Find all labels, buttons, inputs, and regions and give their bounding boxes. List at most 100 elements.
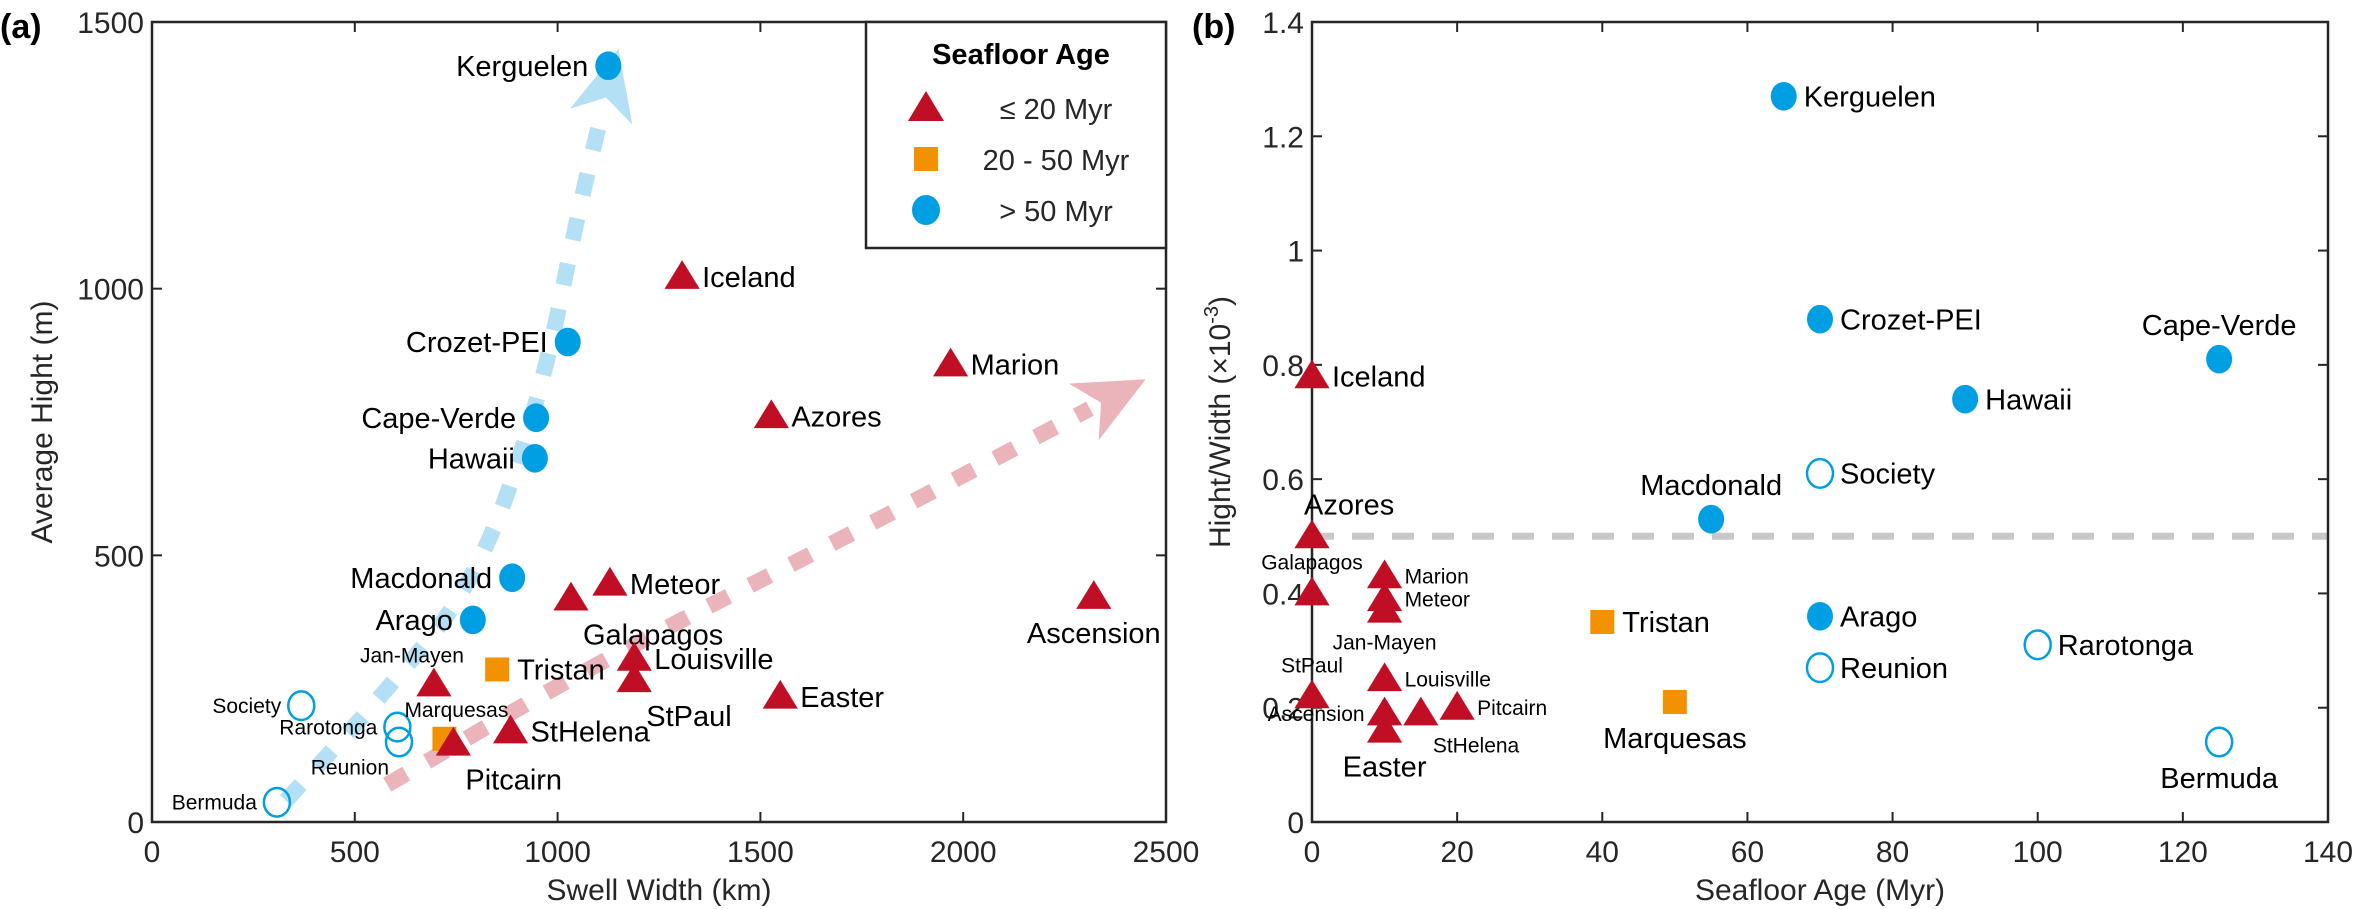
y-tick-label: 0.8 — [1262, 350, 1304, 383]
marker-marquesas — [1662, 690, 1687, 714]
y-axis-title: Hight/Width (×10-3) — [1201, 296, 1237, 548]
point-label-pitcairn: Pitcairn — [465, 765, 562, 797]
y-tick-label: 0.6 — [1262, 464, 1304, 497]
marker-kerguelen — [1770, 81, 1797, 111]
point-label-marion: Marion — [1405, 566, 1469, 589]
marker-hawaii — [521, 443, 548, 473]
marker-hawaii — [1952, 384, 1979, 414]
y-axis-title: Average Hight (m) — [26, 301, 59, 544]
point-label-arago: Arago — [1840, 601, 1917, 633]
marker-marion — [933, 347, 969, 377]
legend-label: 20 - 50 Myr — [983, 145, 1130, 177]
point-label-kerguelen: Kerguelen — [1804, 81, 1936, 113]
marker-iceland — [1294, 359, 1330, 389]
marker-galapagos — [1294, 576, 1330, 606]
point-label-crozet-pei: Crozet-PEI — [406, 327, 548, 359]
point-label-rarotonga: Rarotonga — [2058, 630, 2194, 662]
panel-b: 0 20 40 60 80 100 120 140 0 0.2 0.4 0.6 0.8 1 1.2 1.4 Se… — [1192, 7, 2353, 907]
point-label-galapagos: Galapagos — [1261, 551, 1363, 574]
marker-arago — [459, 605, 486, 635]
x-tick-label: 80 — [1876, 836, 1909, 869]
x-tick-label: 100 — [2013, 836, 2063, 869]
y-tick-label: 500 — [94, 540, 144, 573]
y-tick-label: 0.2 — [1262, 693, 1304, 726]
point-label-meteor: Meteor — [1405, 588, 1470, 611]
marker-pitcairn — [435, 726, 471, 756]
marker-louisville — [1366, 662, 1403, 692]
point-label-rarotonga: Rarotonga — [279, 716, 377, 739]
point-label-ascension: Ascension — [1268, 703, 1365, 726]
marker-crozet-pei — [1807, 304, 1833, 334]
point-label-crozet-pei: Crozet-PEI — [1840, 304, 1982, 336]
x-tick-label: 40 — [1586, 836, 1619, 869]
point-label-hawaii: Hawaii — [428, 443, 515, 475]
point-label-reunion: Reunion — [311, 757, 389, 780]
marker-arago — [1807, 601, 1833, 631]
x-tick-label: 140 — [2303, 836, 2353, 869]
point-label-azores: Azores — [791, 401, 881, 433]
marker-marion — [1366, 559, 1403, 589]
data-points: Kerguelen Crozet-PEI Cape-Verde Iceland Hawa… — [1261, 81, 2296, 795]
x-tick-label: 60 — [1731, 836, 1764, 869]
red-trend-arrow-shaft — [383, 401, 1094, 792]
x-axis-title: Seafloor Age (Myr) — [1695, 874, 1945, 907]
legend: Seafloor Age ≤ 20 Myr 20 - 50 Myr > 50 Myr — [864, 20, 1168, 250]
marker-jan-mayen — [1366, 593, 1403, 623]
legend-label: > 50 Myr — [999, 196, 1113, 228]
y-tick-label: 1 — [1287, 236, 1304, 269]
point-label-sthelena: StHelena — [1433, 734, 1520, 757]
point-label-macdonald: Macdonald — [350, 563, 492, 595]
marker-crozet-pei — [554, 327, 581, 357]
y-tick-label: 0.4 — [1262, 578, 1304, 611]
marker-kerguelen — [595, 51, 622, 81]
point-label-stpaul: StPaul — [1281, 654, 1343, 677]
point-label-galapagos: Galapagos — [583, 620, 723, 652]
marker-sthelena — [1403, 696, 1439, 726]
marker-easter — [1366, 713, 1403, 743]
point-label-azores: Azores — [1304, 489, 1394, 521]
point-label-cape-verde: Cape-Verde — [361, 403, 516, 435]
marker-cape-verde — [2206, 344, 2233, 374]
point-label-marion: Marion — [971, 350, 1060, 382]
point-label-easter: Easter — [800, 682, 884, 714]
point-label-macdonald: Macdonald — [1640, 470, 1782, 502]
data-points: Kerguelen Iceland Crozet-PEI Marion Azores Ca… — [172, 51, 1161, 818]
point-label-jan-mayen: Jan-Mayen — [360, 644, 464, 667]
point-label-society: Society — [1840, 459, 1936, 491]
y-tick-label: 1500 — [77, 7, 144, 40]
y-tick-label: 1.2 — [1262, 121, 1304, 154]
marker-louisville — [616, 642, 652, 671]
point-label-marquesas: Marquesas — [1603, 723, 1746, 755]
point-label-marquesas: Marquesas — [404, 699, 508, 722]
x-tick-label: 0 — [144, 836, 161, 869]
x-tick-label: 2500 — [1133, 836, 1200, 869]
point-label-kerguelen: Kerguelen — [456, 51, 588, 83]
marker-azores — [1294, 519, 1330, 549]
marker-tristan — [1590, 610, 1615, 634]
y-tick-label: 1000 — [77, 274, 144, 307]
blue-trend-arrow-shaft — [279, 107, 611, 807]
point-label-tristan: Tristan — [517, 655, 605, 687]
point-label-easter: Easter — [1343, 752, 1427, 784]
marker-reunion — [1805, 652, 1835, 684]
marker-macdonald — [1698, 504, 1725, 534]
red-trend-arrow-head — [1068, 379, 1146, 441]
x-tick-label: 500 — [330, 836, 380, 869]
y-axis-title-close: ) — [1204, 296, 1237, 306]
point-label-society: Society — [212, 695, 281, 718]
point-label-sthelena: StHelena — [531, 716, 651, 748]
point-label-hawaii: Hawaii — [1985, 384, 2072, 416]
legend-label: ≤ 20 Myr — [1000, 94, 1113, 126]
point-label-stpaul: StPaul — [646, 701, 731, 733]
point-label-louisville: Louisville — [654, 644, 773, 676]
marker-tristan — [485, 657, 510, 682]
point-label-reunion: Reunion — [1840, 653, 1948, 685]
marker-meteor — [592, 566, 628, 596]
point-label-meteor: Meteor — [630, 569, 721, 601]
point-label-tristan: Tristan — [1622, 607, 1710, 639]
point-label-bermuda: Bermuda — [172, 792, 258, 815]
legend-triangle-icon — [908, 91, 944, 121]
y-tick-label: 1.4 — [1262, 7, 1304, 40]
marker-rarotonga — [383, 711, 412, 743]
point-label-cape-verde: Cape-Verde — [2142, 310, 2297, 342]
